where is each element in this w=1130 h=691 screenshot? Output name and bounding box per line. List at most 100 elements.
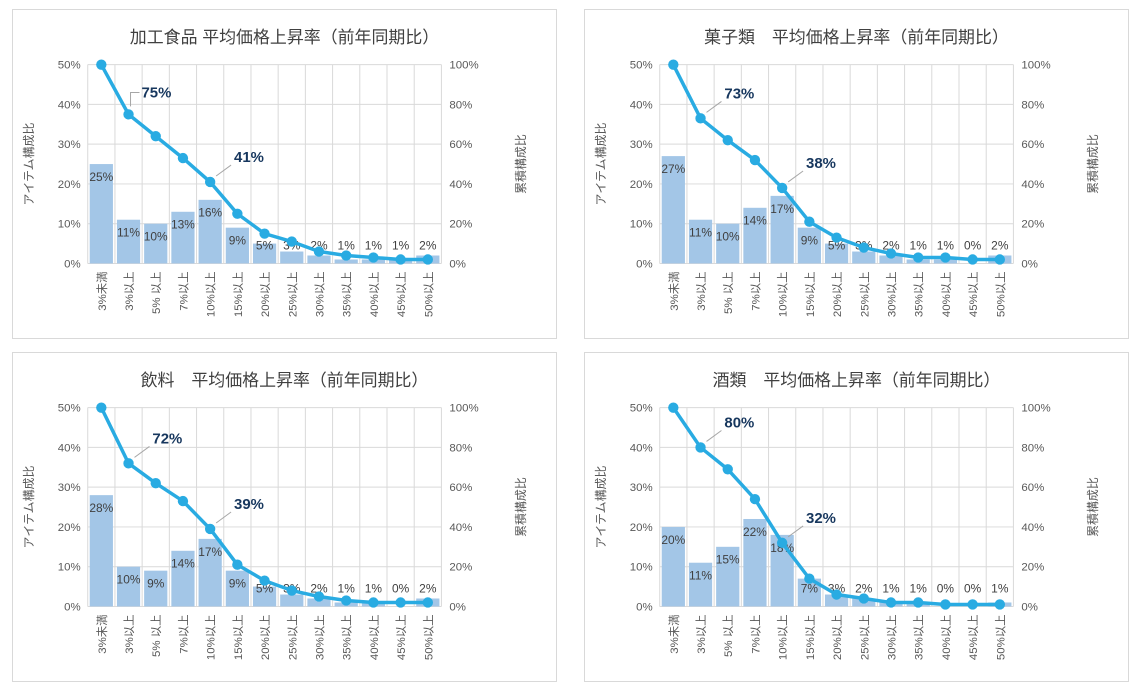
annotation-label: 75% <box>141 84 171 101</box>
x-axis-category-label: 10%以上 <box>205 614 218 660</box>
data-point-marker <box>341 250 352 261</box>
bar-value-label: 9% <box>147 577 165 591</box>
data-point-marker <box>885 248 897 259</box>
x-axis-category-label: 7%以上 <box>749 614 762 653</box>
left-axis-tick-label: 50% <box>58 60 81 72</box>
bar-value-label: 9% <box>801 234 819 248</box>
annotation-label: 80% <box>724 415 754 432</box>
bar-value-label: 14% <box>743 214 767 228</box>
right-axis-tick-label: 0% <box>1021 258 1038 270</box>
bar-value-label: 1% <box>365 582 383 596</box>
bar <box>144 570 168 607</box>
data-point-marker <box>722 135 733 146</box>
bar-value-label: 14% <box>171 557 195 571</box>
x-axis-category-label: 30%以上 <box>885 271 898 317</box>
x-axis-category-label: 50%以上 <box>994 271 1007 317</box>
left-axis-tick-label: 50% <box>630 60 653 72</box>
x-axis-category-label: 15%以上 <box>232 614 245 660</box>
bar-value-label: 1% <box>392 239 410 253</box>
bar <box>770 195 794 264</box>
data-point-marker <box>695 113 706 124</box>
left-axis-tick-label: 30% <box>630 482 653 494</box>
data-point-marker <box>150 478 161 489</box>
bar-value-label: 25% <box>89 170 113 184</box>
data-point-marker <box>668 59 679 70</box>
data-point-marker <box>668 402 679 413</box>
x-axis-category-label: 20%以上 <box>259 614 272 660</box>
bar <box>116 566 141 607</box>
left-axis-tick-label: 0% <box>64 601 81 613</box>
data-point-marker <box>286 585 297 596</box>
x-axis-category-label: 3%以上 <box>695 614 708 653</box>
bar <box>852 251 876 264</box>
data-point-marker <box>804 573 815 584</box>
x-axis-category-label: 10%以上 <box>777 614 790 660</box>
bar-value-label: 2% <box>310 582 328 596</box>
right-axis-tick-label: 80% <box>1021 442 1044 454</box>
left-axis-title: アイテム構成比 <box>594 466 608 549</box>
right-axis-tick-label: 40% <box>449 522 472 534</box>
x-axis-category-label: 20%以上 <box>259 271 272 317</box>
data-point-marker <box>96 59 107 70</box>
bar <box>280 251 304 264</box>
left-axis-tick-label: 50% <box>630 403 653 415</box>
bar <box>280 594 304 607</box>
x-axis-category-label: 5% 以上 <box>722 614 735 657</box>
bar <box>743 207 767 264</box>
right-axis-tick-label: 0% <box>449 601 466 613</box>
data-point-marker <box>831 232 842 243</box>
right-axis-tick-label: 100% <box>449 60 478 72</box>
data-point-marker <box>749 154 761 166</box>
bar-value-label: 20% <box>661 533 685 547</box>
x-axis-category-label: 40%以上 <box>368 271 381 317</box>
left-axis-title: アイテム構成比 <box>22 123 36 206</box>
bar-value-label: 1% <box>338 239 356 253</box>
data-point-marker <box>831 589 842 600</box>
bar <box>797 578 821 607</box>
left-axis-title: アイテム構成比 <box>22 466 36 549</box>
data-point-marker <box>313 591 325 602</box>
x-axis-category-label: 45%以上 <box>395 614 408 660</box>
x-axis-category-label: 45%以上 <box>967 271 980 317</box>
x-axis-category-label: 5% 以上 <box>150 614 163 657</box>
x-axis-category-label: 30%以上 <box>313 271 326 317</box>
bar <box>661 156 685 264</box>
x-axis-category-label: 3%未満 <box>96 614 109 653</box>
right-axis-tick-label: 80% <box>1021 99 1044 111</box>
bar <box>307 255 331 264</box>
annotation-leader-line <box>787 525 804 538</box>
annotation-leader-line <box>134 446 150 458</box>
x-axis-category-label: 25%以上 <box>286 614 299 660</box>
x-axis-category-label: 7%以上 <box>749 271 762 310</box>
right-axis-tick-label: 60% <box>449 482 472 494</box>
bar-value-label: 1% <box>910 239 928 253</box>
data-point-marker <box>913 597 924 608</box>
x-axis-category-label: 3%未満 <box>668 271 681 310</box>
x-axis-category-label: 25%以上 <box>858 614 871 660</box>
data-point-marker <box>232 208 243 219</box>
x-axis-category-label: 40%以上 <box>940 614 953 660</box>
left-axis-tick-label: 10% <box>58 219 81 231</box>
bar <box>716 546 740 607</box>
bar-value-label: 2% <box>991 239 1009 253</box>
bar-value-label: 22% <box>743 525 767 539</box>
bar-value-label: 17% <box>770 202 794 216</box>
left-axis-tick-label: 20% <box>58 522 81 534</box>
left-axis-tick-label: 0% <box>636 601 653 613</box>
bar-value-label: 0% <box>964 239 982 253</box>
left-axis-tick-label: 40% <box>630 99 653 111</box>
data-point-marker <box>695 442 706 453</box>
data-point-marker <box>395 597 406 608</box>
data-point-marker <box>341 595 352 606</box>
bar-value-label: 2% <box>419 582 437 596</box>
bar-value-label: 9% <box>229 234 247 248</box>
x-axis-category-label: 35%以上 <box>913 271 926 317</box>
data-point-marker <box>858 242 869 253</box>
left-axis-tick-label: 20% <box>58 179 81 191</box>
left-axis-tick-label: 20% <box>630 179 653 191</box>
x-axis-category-label: 30%以上 <box>313 614 326 660</box>
right-axis-tick-label: 20% <box>1021 219 1044 231</box>
bar <box>879 255 903 264</box>
x-axis-category-label: 35%以上 <box>341 271 354 317</box>
x-axis-category-label: 45%以上 <box>967 614 980 660</box>
